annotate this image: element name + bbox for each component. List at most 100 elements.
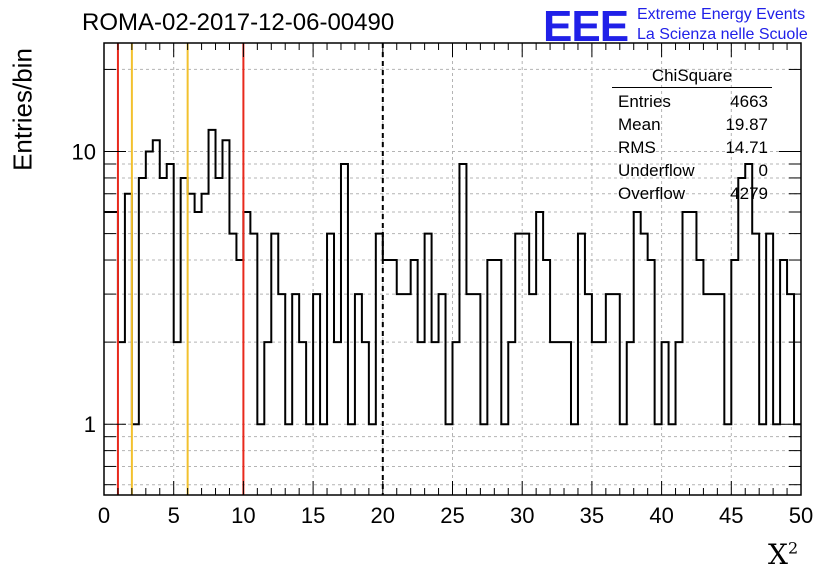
stats-label: Mean	[618, 115, 661, 134]
histogram-bin	[473, 294, 480, 495]
histogram-bin	[599, 342, 606, 495]
x-tick-label: 40	[649, 503, 673, 528]
histogram-bin	[606, 294, 613, 495]
histogram-bin	[174, 342, 181, 495]
histogram-bin	[271, 234, 278, 495]
eee-logo: EEE	[543, 2, 629, 51]
histogram-bin	[459, 164, 466, 495]
histogram-bin	[404, 294, 411, 495]
histogram-bin	[432, 342, 439, 495]
histogram-bin	[327, 234, 334, 495]
histogram-bin	[292, 294, 299, 495]
histogram-bin	[390, 260, 397, 495]
x-tick-label: 45	[719, 503, 743, 528]
histogram-bin	[529, 294, 536, 495]
histogram-bin	[487, 260, 494, 495]
stats-row-entries: Entries 4663	[612, 90, 772, 113]
x-tick-label: 5	[168, 503, 180, 528]
histogram-bin	[439, 294, 446, 495]
histogram-bin	[397, 294, 404, 495]
histogram-bin	[627, 342, 634, 495]
histogram-bin	[160, 178, 167, 495]
histogram-bin	[446, 424, 453, 495]
logo-line-2: La Scienza nelle Scuole	[637, 26, 808, 43]
chart-title: ROMA-02-2017-12-06-00490	[82, 9, 395, 36]
histogram-bin	[696, 260, 703, 495]
histogram-bin	[710, 294, 717, 495]
histogram-bin	[508, 342, 515, 495]
y-tick-label: 10	[72, 140, 96, 165]
stats-title: ChiSquare	[612, 66, 772, 88]
histogram-bin	[257, 424, 264, 495]
histogram-bin	[188, 194, 195, 495]
histogram-bin	[362, 342, 369, 495]
histogram-bin	[167, 164, 174, 495]
histogram-bin	[411, 260, 418, 495]
histogram-bin	[564, 342, 571, 495]
histogram-bin	[620, 424, 627, 495]
stats-label: Entries	[618, 92, 671, 111]
histogram-bin	[313, 294, 320, 495]
histogram-bin	[383, 260, 390, 495]
x-tick-label: 10	[231, 503, 255, 528]
histogram-bin	[118, 342, 125, 495]
x-tick-label: 35	[580, 503, 604, 528]
histogram-bin	[264, 342, 271, 495]
histogram-bin	[250, 234, 257, 495]
stats-row-rms: RMS 14.71	[612, 136, 772, 159]
histogram-bin	[683, 212, 690, 495]
histogram-bin	[676, 342, 683, 495]
x-tick-label: 25	[440, 503, 464, 528]
histogram-bin	[334, 342, 341, 495]
histogram-bin	[229, 234, 236, 495]
histogram-bin	[592, 342, 599, 495]
histogram-bin	[613, 294, 620, 495]
histogram-bin	[655, 424, 662, 495]
stats-label: Overflow	[618, 184, 686, 203]
histogram-bin	[181, 178, 188, 495]
histogram-bin	[222, 140, 229, 495]
stats-label: RMS	[618, 138, 656, 157]
histogram-bin	[731, 260, 738, 495]
histogram-bin	[738, 178, 745, 495]
histogram-bin	[578, 234, 585, 495]
stats-row-overflow: Overflow 4279	[612, 182, 772, 205]
histogram-bin	[585, 294, 592, 495]
y-axis-label: Entries/bin	[7, 48, 38, 171]
histogram-bin	[146, 152, 153, 495]
stats-label: Underflow	[618, 161, 695, 180]
histogram-bin	[571, 424, 578, 495]
histogram-bin	[515, 234, 522, 495]
histogram-bin	[278, 294, 285, 495]
histogram-bin	[752, 234, 759, 495]
stats-row-mean: Mean 19.87	[612, 113, 772, 136]
histogram-bin	[787, 294, 794, 495]
x-tick-label: 30	[510, 503, 534, 528]
histogram-bin	[153, 140, 160, 495]
histogram-bin	[348, 424, 355, 495]
histogram-bin	[759, 424, 766, 495]
histogram-bin	[425, 234, 432, 495]
x-tick-label: 15	[301, 503, 325, 528]
histogram-bin	[662, 342, 669, 495]
histogram-bin	[780, 260, 787, 495]
histogram-bin	[634, 212, 641, 495]
histogram-bin	[202, 194, 209, 495]
histogram-bin	[299, 342, 306, 495]
histogram-bin	[689, 212, 696, 495]
histogram-line	[104, 128, 801, 426]
histogram-bin	[376, 234, 383, 495]
histogram-bin	[209, 130, 216, 495]
stats-value: 19.87	[725, 115, 768, 134]
histogram-bin	[550, 342, 557, 495]
stats-value: 4663	[730, 92, 768, 111]
histogram-bin	[480, 424, 487, 495]
histogram-bin	[195, 212, 202, 495]
histogram-bin	[536, 212, 543, 495]
histogram-bin	[285, 424, 292, 495]
x-axis-label: X2	[768, 538, 799, 571]
histogram-bin	[355, 294, 362, 495]
histogram-bin	[501, 424, 508, 495]
histogram-bin	[522, 234, 529, 495]
